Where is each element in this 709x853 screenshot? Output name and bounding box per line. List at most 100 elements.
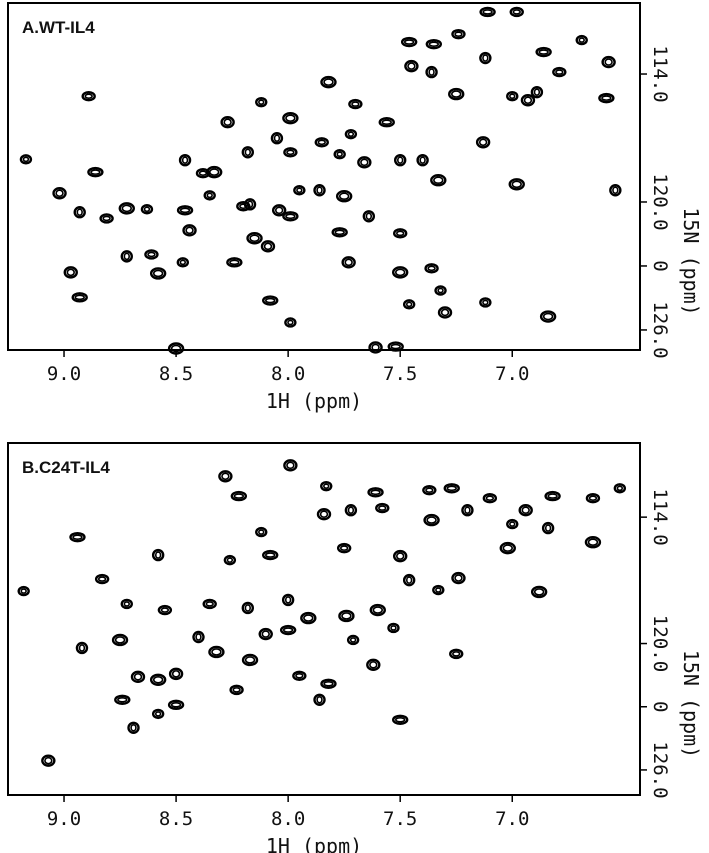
peak-contour bbox=[273, 134, 281, 143]
peak-contour bbox=[17, 585, 30, 597]
peak-contour bbox=[509, 93, 516, 100]
peak bbox=[544, 490, 561, 502]
peak-contour bbox=[316, 508, 332, 521]
peak-contour bbox=[292, 670, 307, 681]
peak-contour bbox=[285, 213, 296, 220]
peak-contour bbox=[151, 708, 165, 720]
peak-contour bbox=[69, 531, 86, 543]
peak-contour bbox=[335, 190, 353, 203]
peak-contour bbox=[120, 250, 133, 263]
peak bbox=[127, 721, 140, 735]
peak-contour bbox=[271, 204, 287, 217]
peak-contour bbox=[347, 506, 355, 514]
peak-contour bbox=[482, 54, 489, 62]
peak-contour bbox=[74, 294, 85, 301]
peak-contour bbox=[261, 630, 270, 638]
peak-contour bbox=[533, 588, 545, 596]
peak bbox=[320, 678, 337, 689]
peak-contour bbox=[300, 611, 317, 625]
peak-contour bbox=[378, 117, 395, 128]
peak-contour bbox=[167, 342, 185, 355]
peak-contour bbox=[244, 604, 252, 612]
peak-contour bbox=[375, 502, 390, 514]
x-axis-label: 1H (ppm) bbox=[266, 389, 362, 413]
peak bbox=[270, 132, 284, 145]
peak bbox=[243, 198, 257, 211]
peak-contour bbox=[451, 571, 466, 585]
peak-contour bbox=[149, 673, 167, 686]
peak-contour bbox=[544, 524, 552, 532]
peak-contour bbox=[451, 90, 462, 98]
y-tick-label: 120.0 bbox=[649, 173, 671, 230]
peak bbox=[283, 147, 298, 158]
peak-contour bbox=[185, 226, 194, 235]
peak bbox=[391, 266, 409, 279]
peak-contour bbox=[181, 156, 189, 164]
peak bbox=[149, 673, 167, 686]
peak-contour bbox=[221, 472, 230, 481]
peak-contour bbox=[63, 266, 78, 279]
peak-contour bbox=[149, 267, 167, 280]
peak bbox=[479, 6, 496, 18]
peak-contour bbox=[232, 687, 241, 693]
peak bbox=[120, 598, 133, 610]
peak-contour bbox=[530, 585, 548, 599]
peak-contour bbox=[316, 695, 323, 704]
peak-contour bbox=[55, 189, 64, 198]
peak-contour bbox=[347, 131, 355, 137]
peak-contour bbox=[229, 259, 240, 266]
y-tick-label: 120.0 bbox=[649, 615, 671, 672]
peak bbox=[601, 55, 616, 69]
peak-contour bbox=[475, 136, 491, 149]
peak-contour bbox=[609, 184, 622, 197]
peak bbox=[94, 573, 110, 585]
x-tick-label: 8.0 bbox=[271, 363, 305, 385]
peak-contour bbox=[432, 584, 445, 596]
peak bbox=[313, 184, 326, 197]
peak-contour bbox=[133, 673, 143, 681]
peak-contour bbox=[154, 551, 162, 559]
peak-contour bbox=[508, 178, 525, 191]
peak bbox=[41, 754, 56, 767]
peak bbox=[613, 483, 627, 494]
peak-contour bbox=[157, 604, 173, 616]
peak bbox=[509, 6, 524, 18]
peak bbox=[223, 554, 237, 566]
peak bbox=[63, 266, 78, 279]
peak bbox=[609, 184, 622, 197]
peak-contour bbox=[509, 6, 524, 18]
x-tick-label: 7.5 bbox=[383, 808, 417, 830]
peak bbox=[482, 492, 498, 504]
peak-contour bbox=[130, 670, 146, 684]
peak-contour bbox=[482, 9, 493, 15]
peak bbox=[425, 38, 443, 50]
peak-contour bbox=[461, 503, 474, 517]
peak bbox=[367, 487, 384, 498]
peak-contour bbox=[218, 470, 233, 483]
peak bbox=[432, 584, 445, 596]
peak-contour bbox=[246, 232, 263, 245]
peak bbox=[140, 204, 154, 215]
peak-contour bbox=[454, 574, 463, 582]
peak bbox=[437, 306, 453, 319]
peak bbox=[229, 684, 244, 696]
peak bbox=[341, 256, 356, 269]
peak-contour bbox=[506, 91, 519, 102]
peak-contour bbox=[303, 614, 314, 622]
peak bbox=[535, 46, 552, 58]
peak-contour bbox=[111, 633, 129, 647]
peak bbox=[262, 295, 279, 306]
peak bbox=[423, 513, 440, 527]
peak-contour bbox=[152, 269, 164, 278]
peak-contour bbox=[287, 319, 294, 326]
peak-contour bbox=[424, 263, 439, 274]
peak bbox=[87, 166, 104, 178]
peak-contour bbox=[338, 192, 350, 201]
peak-contour bbox=[167, 699, 185, 711]
peak-contour bbox=[511, 180, 522, 189]
peak-contour bbox=[391, 714, 409, 725]
peak-contour bbox=[520, 94, 536, 107]
peak-contour bbox=[499, 541, 516, 555]
peak bbox=[241, 653, 259, 667]
peak-contour bbox=[394, 268, 406, 277]
